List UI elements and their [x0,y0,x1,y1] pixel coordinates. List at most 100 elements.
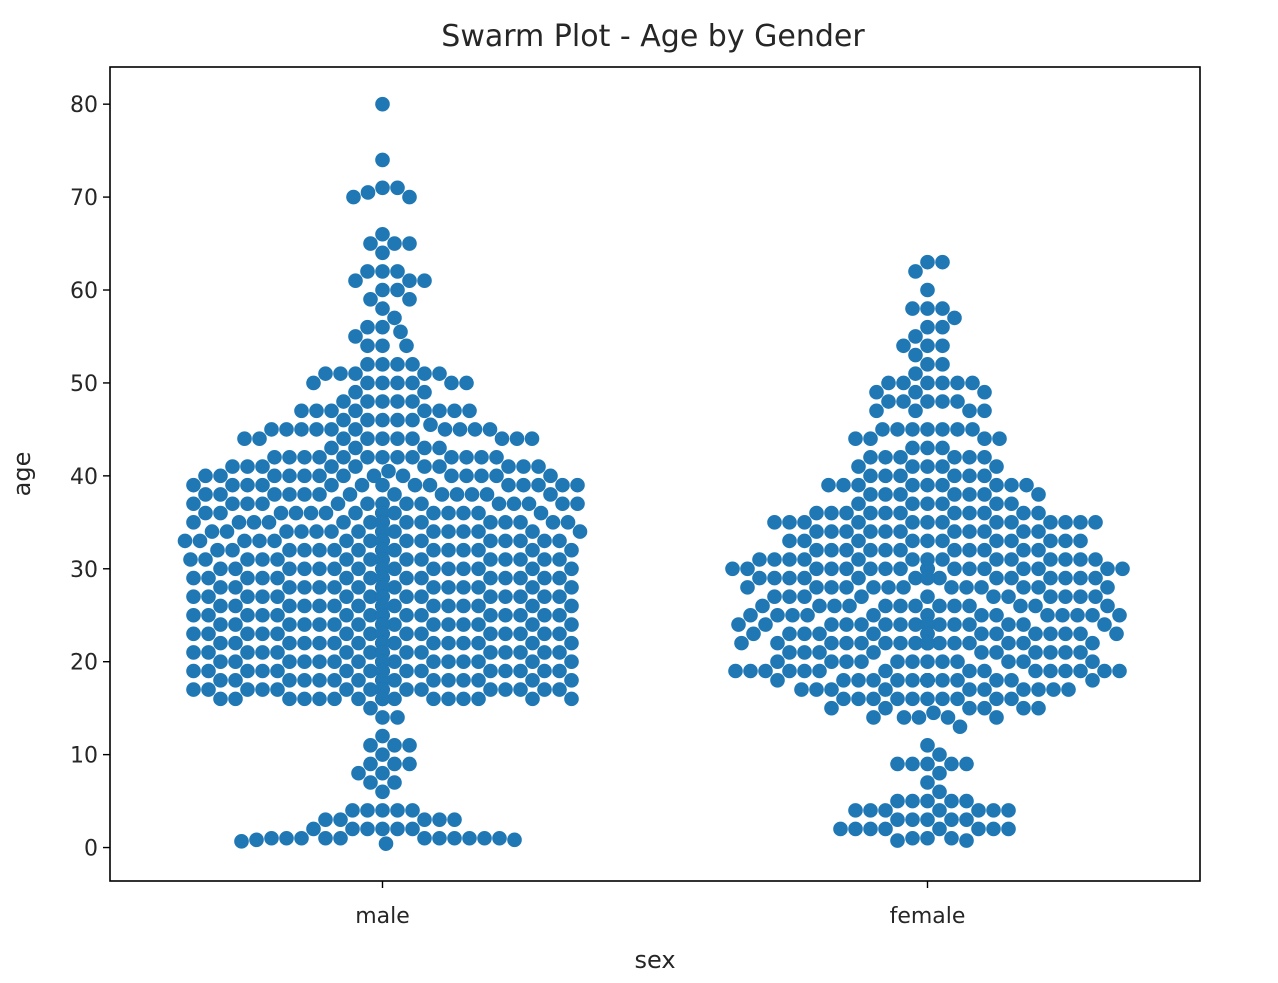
data-point-male [375,394,390,409]
data-point-female [1001,635,1016,651]
data-point-female [935,319,950,335]
data-point-male [282,561,297,577]
data-point-male [513,533,528,549]
data-point-male [240,645,255,660]
data-point-male [402,189,417,205]
data-point-male [555,477,570,493]
data-point-male [474,449,489,465]
data-point-male [213,672,228,688]
data-point-male [270,552,285,567]
data-point-male [531,459,546,474]
data-point-male [240,496,255,512]
data-point-female [962,403,977,419]
data-point-female [809,542,824,558]
data-point-male [252,533,267,549]
data-point-male [375,357,390,372]
data-point-male [306,821,321,837]
data-point-female [1016,580,1031,595]
data-point-male [282,617,297,632]
data-point-female [947,617,962,632]
data-point-male [375,412,390,428]
data-point-male [417,830,432,846]
data-point-male [279,524,294,539]
data-point-female [1028,645,1043,660]
data-point-female [890,691,905,707]
data-point-male [360,319,375,335]
data-point-female [962,505,977,521]
data-point-male [363,515,378,530]
data-point-female [920,635,935,651]
data-point-female [1031,505,1046,521]
data-point-female [977,431,992,446]
data-point-male [255,663,270,679]
data-point-male [336,394,351,409]
data-point-male [390,375,405,391]
data-point-female [893,524,908,539]
data-point-male [387,524,402,539]
data-point-female [824,617,839,632]
data-point-female [869,403,884,419]
data-point-male [186,645,201,660]
data-point-male [507,832,522,848]
data-point-male [333,812,348,827]
data-point-female [833,821,848,837]
data-point-female [1016,635,1031,651]
data-point-female [890,756,905,772]
data-point-female [770,635,785,651]
data-point-male [405,803,420,818]
data-point-male [348,422,363,437]
data-point-female [989,570,1004,586]
data-point-male [366,468,382,484]
data-point-female [821,477,836,493]
data-point-male [255,477,270,493]
data-point-male [363,292,378,307]
data-point-male [297,691,312,707]
y-tick-label: 40 [70,465,98,490]
data-point-male [426,691,441,707]
data-point-male [234,834,249,849]
data-point-male [564,542,579,558]
data-point-female [1073,626,1088,642]
data-point-male [414,552,429,567]
data-point-male [336,515,351,530]
data-point-male [375,431,390,446]
data-point-female [746,626,761,642]
data-point-female [854,654,869,669]
data-point-female [893,561,908,577]
data-point-female [1043,645,1058,660]
data-point-female [878,821,893,837]
data-point-female [989,645,1004,660]
data-point-male [426,524,441,539]
data-point-male [441,672,456,688]
data-point-female [782,663,797,679]
data-point-female [1097,663,1112,679]
data-point-female [1043,663,1058,679]
data-point-male [297,487,312,502]
data-point-male [267,449,282,465]
data-point-female [824,580,839,595]
data-point-male [471,542,486,558]
data-point-female [920,775,935,790]
data-point-male [225,496,240,512]
data-point-female [908,329,923,344]
data-point-male [345,821,360,837]
data-point-female [962,663,977,679]
data-point-male [399,626,414,642]
data-point-male [312,691,327,707]
data-point-male [441,691,456,707]
data-point-male [459,375,474,391]
data-point-male [552,570,567,586]
data-point-male [513,682,528,697]
data-point-male [297,598,312,614]
data-point-female [839,542,854,558]
data-point-female [989,496,1004,512]
data-point-female [935,672,950,688]
data-point-male [360,264,375,279]
data-point-male [201,682,216,697]
data-point-male [306,375,321,391]
data-point-male [479,487,495,502]
data-point-female [1043,552,1058,567]
data-point-male [261,515,277,530]
data-point-female [950,394,965,409]
y-tick-label: 60 [70,279,98,304]
